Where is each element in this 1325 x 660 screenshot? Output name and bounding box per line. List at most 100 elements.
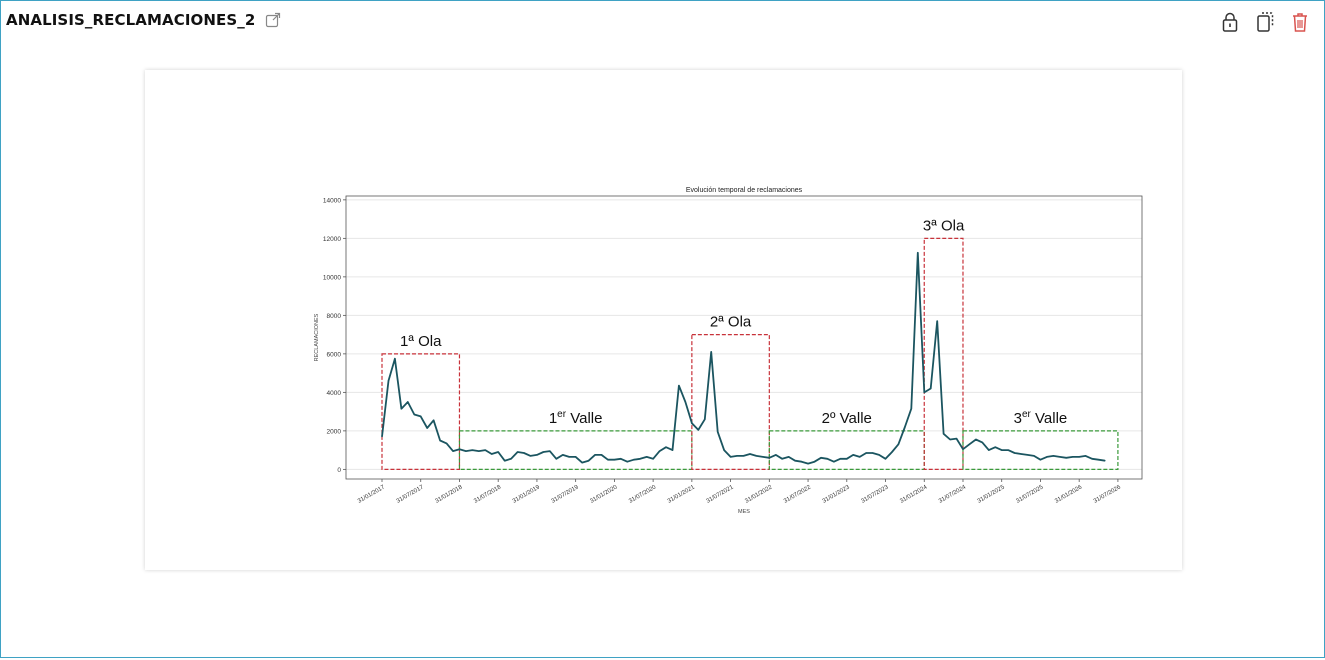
data-point [452, 450, 454, 452]
data-point [1039, 459, 1042, 461]
panel-title: ANALISIS_RECLAMACIONES_2 [6, 11, 256, 29]
y-axis-label: RECLAMACIONES [314, 313, 320, 361]
data-point [433, 419, 435, 421]
x-tick-label: 31/07/2022 [783, 484, 813, 505]
data-point [781, 458, 783, 460]
data-point [872, 452, 874, 454]
data-point [562, 454, 564, 456]
data-point [1026, 454, 1029, 456]
data-point [859, 456, 861, 458]
data-point [865, 452, 867, 454]
data-point [387, 380, 390, 382]
data-point [678, 385, 680, 387]
data-point [1078, 456, 1080, 458]
x-tick-label: 31/07/2020 [628, 484, 658, 505]
data-point [930, 387, 932, 390]
data-point [968, 443, 971, 445]
delete-icon[interactable] [1290, 11, 1310, 33]
data-point [581, 462, 583, 464]
data-point [736, 455, 738, 457]
data-point [749, 453, 751, 455]
panel-toolbar [1220, 11, 1310, 33]
data-point [710, 351, 712, 353]
data-point [587, 460, 590, 462]
data-point [955, 437, 958, 440]
data-point [839, 458, 841, 460]
data-point [394, 358, 396, 360]
data-point [833, 461, 835, 463]
x-tick-label: 31/07/2025 [1015, 484, 1045, 505]
y-tick-label: 6000 [327, 351, 342, 358]
data-point [852, 454, 854, 456]
y-tick-label: 0 [337, 467, 341, 474]
data-point [620, 458, 622, 460]
data-point [923, 391, 925, 393]
y-tick-label: 10000 [323, 274, 341, 281]
valley-box [458, 430, 693, 470]
data-point [975, 438, 977, 441]
data-point [420, 415, 422, 418]
data-point [665, 446, 667, 448]
annotation-label: 1ª Ola [400, 333, 442, 350]
plot-frame [345, 195, 1143, 480]
data-point [607, 459, 609, 461]
data-point [542, 451, 544, 453]
y-tick-label: 12000 [323, 236, 341, 243]
data-point [897, 443, 900, 445]
x-tick-label: 31/01/2017 [357, 484, 387, 505]
data-point [652, 458, 654, 460]
data-point [904, 426, 906, 428]
data-point [943, 433, 945, 435]
line-chart: 0 2000 4000 6000 8000 10000 12000 14000 31/01/20… [314, 187, 1143, 515]
x-tick-label: 31/01/2024 [899, 484, 929, 505]
data-point [1046, 456, 1048, 458]
data-point [723, 449, 725, 451]
annotation-label: 1er Valle [549, 409, 603, 427]
data-point [755, 455, 758, 457]
data-point [600, 454, 603, 456]
x-tick-label: 31/01/2026 [1054, 484, 1084, 505]
x-axis-label: MES [738, 509, 750, 515]
data-point [917, 252, 919, 254]
data-point [910, 408, 912, 410]
data-point [381, 436, 383, 438]
data-point [936, 320, 938, 322]
data-point [742, 455, 745, 457]
data-point [1097, 459, 1100, 461]
data-point [491, 453, 493, 455]
data-point [529, 455, 532, 457]
x-tick-label: 31/01/2022 [744, 484, 774, 505]
data-point [775, 454, 777, 456]
annotation-label: 2º Valle [822, 410, 872, 427]
valley-box [962, 430, 1119, 470]
data-point [633, 459, 635, 461]
data-point [1065, 457, 1067, 459]
x-tick-label: 31/01/2025 [977, 484, 1007, 505]
data-point [465, 450, 467, 452]
duplicate-icon[interactable] [1255, 11, 1275, 33]
data-point [691, 422, 693, 424]
data-point [484, 449, 486, 451]
x-tick-label: 31/07/2021 [706, 484, 736, 505]
data-point [413, 413, 415, 416]
data-point [594, 454, 596, 456]
data-point [1020, 453, 1022, 455]
data-point [1033, 455, 1035, 457]
data-point [671, 449, 674, 451]
data-point [1091, 458, 1093, 460]
data-point [504, 460, 506, 462]
x-tick-label: 31/01/2023 [822, 484, 852, 505]
data-point [639, 458, 641, 460]
x-tick-label: 31/07/2023 [861, 484, 891, 505]
lock-icon[interactable] [1220, 11, 1240, 33]
data-point [549, 450, 551, 452]
data-point [510, 458, 512, 460]
external-link-icon[interactable] [265, 12, 281, 28]
data-point [555, 458, 557, 460]
data-point [994, 446, 996, 448]
data-point [1104, 460, 1106, 462]
data-point [891, 451, 893, 453]
data-point [884, 458, 887, 460]
y-tick-label: 4000 [327, 390, 342, 397]
